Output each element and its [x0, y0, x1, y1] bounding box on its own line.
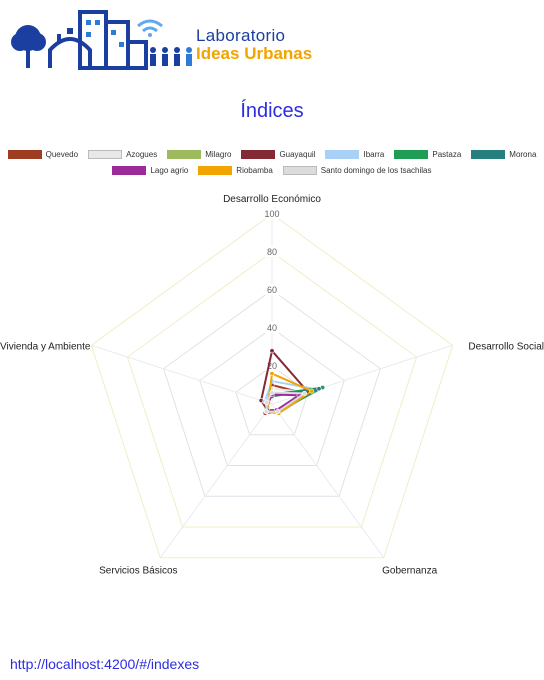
wifi-icon — [137, 19, 163, 28]
legend-label: Morona — [509, 149, 537, 159]
legend-item[interactable]: Quevedo — [7, 149, 79, 159]
tick-label: 20 — [267, 361, 277, 371]
legend-swatch — [198, 165, 233, 175]
legend-label: Lago agrio — [150, 165, 189, 175]
legend-swatch — [7, 149, 42, 159]
grid-ring — [90, 213, 454, 559]
legend-item[interactable]: Azogues — [88, 149, 158, 159]
series-point — [269, 371, 275, 377]
people-icon — [150, 47, 192, 66]
legend-swatch — [167, 149, 202, 159]
tick-label: 80 — [267, 247, 277, 257]
axis-label: Desarrollo Económico — [223, 194, 321, 205]
logo-line1: Laboratorio — [196, 26, 286, 45]
tick-label: 100 — [264, 209, 279, 219]
axis-label: Servicios Básicos — [99, 566, 177, 577]
legend-item[interactable]: Santo domingo de los tsachilas — [282, 165, 432, 175]
series-point — [264, 399, 270, 405]
lab-logo — [11, 10, 192, 70]
legend-item[interactable]: Guayaquil — [241, 149, 316, 159]
axis-spoke — [271, 403, 385, 559]
grid-ring — [199, 327, 345, 466]
grid-ring — [126, 251, 418, 528]
tick-label-bg — [263, 322, 281, 333]
legend-item[interactable]: Riobamba — [198, 165, 273, 175]
tick-label-bg — [263, 360, 281, 371]
tick-label-bg — [263, 208, 281, 219]
grid-ring — [162, 289, 382, 497]
tick-label-bg — [263, 246, 281, 257]
radar-chart: 20 40 60 80 100 Desarrollo Económico Desarroll… — [0, 194, 544, 577]
chart-legend: Quevedo Azogues Milagro Guayaquil Ibarra Past… — [0, 146, 544, 178]
legend-item[interactable]: Ibarra — [325, 149, 385, 159]
logo-line2: Ideas Urbanas — [196, 44, 313, 63]
legend-swatch — [471, 149, 506, 159]
legend-item[interactable]: Morona — [471, 149, 537, 159]
series-point — [269, 390, 275, 396]
legend-item[interactable]: Milagro — [167, 149, 232, 159]
legend-label: Ibarra — [363, 149, 385, 159]
legend-label: Pastaza — [432, 149, 462, 159]
legend-swatch — [112, 165, 147, 175]
axis-label: Gobernanza — [382, 566, 437, 577]
series-point — [263, 409, 269, 415]
legend-label: Riobamba — [236, 165, 273, 175]
series-point — [302, 390, 308, 396]
axis-spoke — [159, 403, 273, 559]
tick-label: 40 — [267, 323, 277, 333]
legend-swatch — [325, 149, 360, 159]
legend-swatch — [394, 149, 429, 159]
legend-label: Azogues — [126, 149, 158, 159]
series-point — [316, 386, 322, 392]
tick-label: 60 — [267, 285, 277, 295]
axis-label: Vivienda y Ambiente — [0, 341, 91, 352]
page-url: http://localhost:4200/#/indexes — [10, 656, 200, 672]
legend-item[interactable]: Lago agrio — [112, 165, 189, 175]
axis-spoke — [91, 344, 273, 405]
series-point — [275, 409, 281, 415]
series-point — [269, 348, 275, 354]
legend-label: Guayaquil — [279, 149, 316, 159]
legend-label: Santo domingo de los tsachilas — [320, 165, 432, 175]
series-point — [309, 388, 315, 394]
legend-label: Quevedo — [45, 149, 79, 159]
tick-label-bg — [263, 284, 281, 295]
legend-item[interactable]: Pastaza — [394, 149, 462, 159]
axis-label: Desarrollo Social — [468, 341, 544, 352]
legend-swatch — [282, 165, 317, 175]
legend-swatch — [88, 149, 123, 159]
logo-text: Laboratorio Ideas Urbanas — [196, 27, 312, 62]
page-title: Índices — [240, 100, 304, 122]
legend-label: Milagro — [205, 149, 232, 159]
legend-swatch — [241, 149, 276, 159]
